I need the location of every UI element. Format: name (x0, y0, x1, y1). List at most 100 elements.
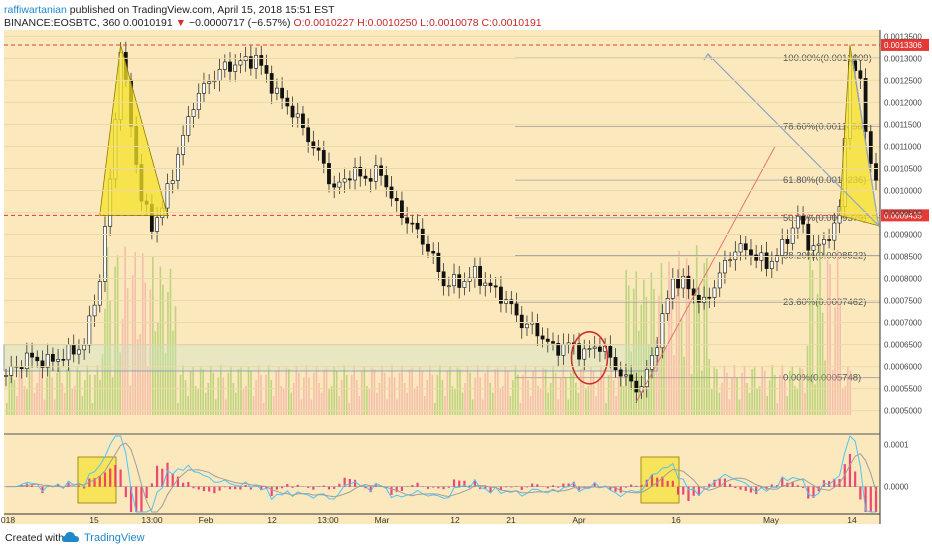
volume-bar (421, 370, 424, 415)
open-label: O: (293, 17, 305, 29)
volume-bar (557, 399, 560, 415)
volume-bar (79, 370, 81, 415)
volume-bar (643, 279, 645, 415)
volume-bar (716, 368, 718, 415)
volume-bar (514, 365, 517, 415)
volume-bar (13, 380, 16, 415)
volume-bar (333, 366, 335, 415)
volume-bar (698, 304, 701, 415)
tradingview-brand[interactable]: TradingView (84, 532, 145, 544)
volume-bar (353, 365, 356, 415)
volume-bar (474, 377, 476, 415)
candle-body (769, 260, 774, 269)
candle-body (540, 335, 545, 340)
volume-bar (481, 399, 484, 415)
candle-body (785, 239, 790, 244)
candle-body (347, 178, 352, 181)
volume-bar (673, 355, 675, 415)
time-tick-label: 13:00 (317, 515, 339, 525)
candle-body (509, 299, 514, 305)
price-tick-label: 0.0011000 (884, 142, 922, 151)
volume-bar (595, 395, 597, 415)
candle-body (874, 163, 878, 181)
volume-bar (182, 365, 184, 415)
volume-bar (597, 380, 600, 415)
candle-body (254, 55, 258, 69)
volume-bar (391, 365, 393, 415)
price-tick-label: 0.0008500 (884, 253, 922, 262)
volume-bar (240, 367, 242, 415)
volume-bar (784, 380, 786, 415)
volume-bar (650, 272, 653, 415)
volume-bar (567, 399, 570, 415)
volume-bar (789, 370, 791, 415)
candle-body (415, 222, 420, 230)
volume-bar (834, 307, 836, 415)
candle-body (556, 342, 561, 356)
volume-bar (705, 258, 708, 415)
volume-bar (476, 365, 479, 415)
volume-bar (99, 380, 101, 415)
candle-body (592, 346, 597, 349)
candle-body (707, 296, 712, 299)
candle-body (728, 259, 733, 262)
volume-bar (21, 366, 23, 415)
volume-bar (164, 352, 167, 415)
highlight-circle (570, 330, 609, 385)
volume-bar (794, 386, 796, 415)
volume-bar (129, 385, 131, 415)
candle-body (795, 215, 800, 229)
volume-bar (147, 366, 149, 415)
candle-body (613, 357, 618, 371)
candle-body (462, 281, 467, 288)
volume-bar (612, 380, 615, 415)
candle-body (868, 131, 873, 164)
volume-bar (436, 374, 439, 415)
low-label: L: (420, 17, 429, 29)
candle-body (670, 278, 675, 299)
candle-body (644, 369, 649, 387)
volume-bar (43, 399, 46, 415)
time-tick-label: Apr (572, 515, 585, 525)
candle-body (811, 245, 816, 251)
volume-bar (167, 291, 169, 415)
volume-bar (768, 380, 771, 415)
volume-bar (781, 365, 784, 415)
time-tick-label: 12 (267, 515, 277, 525)
candle-body (77, 349, 81, 355)
price-axis: 0.0013500 0.0013000 0.0012500 0.0012000 0.00… (4, 30, 922, 524)
volume-bar (51, 377, 53, 415)
volume-bar (816, 293, 819, 415)
volume-bar (509, 395, 512, 415)
candle-body (405, 217, 410, 224)
volume-bar (711, 389, 713, 415)
volume-bar (144, 282, 147, 415)
volume-bar (282, 389, 285, 415)
volume-bar (801, 368, 804, 415)
volume-bar (340, 380, 343, 415)
volume-bar (330, 386, 333, 415)
candle-body (452, 274, 456, 287)
volume-bar (315, 365, 318, 415)
author-link[interactable]: raffiwartanian (4, 4, 67, 16)
pattern-triangle-left (99, 44, 169, 216)
volume-bar (645, 296, 648, 415)
candle-body (30, 352, 34, 358)
volume-bar (552, 365, 554, 415)
volume-bar (141, 253, 144, 415)
candle-body (4, 375, 8, 377)
candle-body (738, 243, 743, 253)
volume-bar (247, 366, 250, 415)
volume-bar (56, 372, 58, 415)
volume-bar (86, 365, 89, 415)
volume-bar (829, 264, 831, 415)
volume-bar (320, 392, 323, 415)
candle-body (222, 61, 227, 70)
price-tick-label: 0.0007000 (884, 319, 922, 328)
time-tick-label: 16 (671, 515, 681, 525)
volume-bar (373, 368, 376, 415)
volume-bar (841, 389, 844, 415)
price-chart[interactable]: 100.00%(0.0013009)78.60%(0.0011456)61.80… (0, 0, 932, 526)
volume-bar (763, 370, 766, 415)
volume-bar (310, 399, 313, 415)
